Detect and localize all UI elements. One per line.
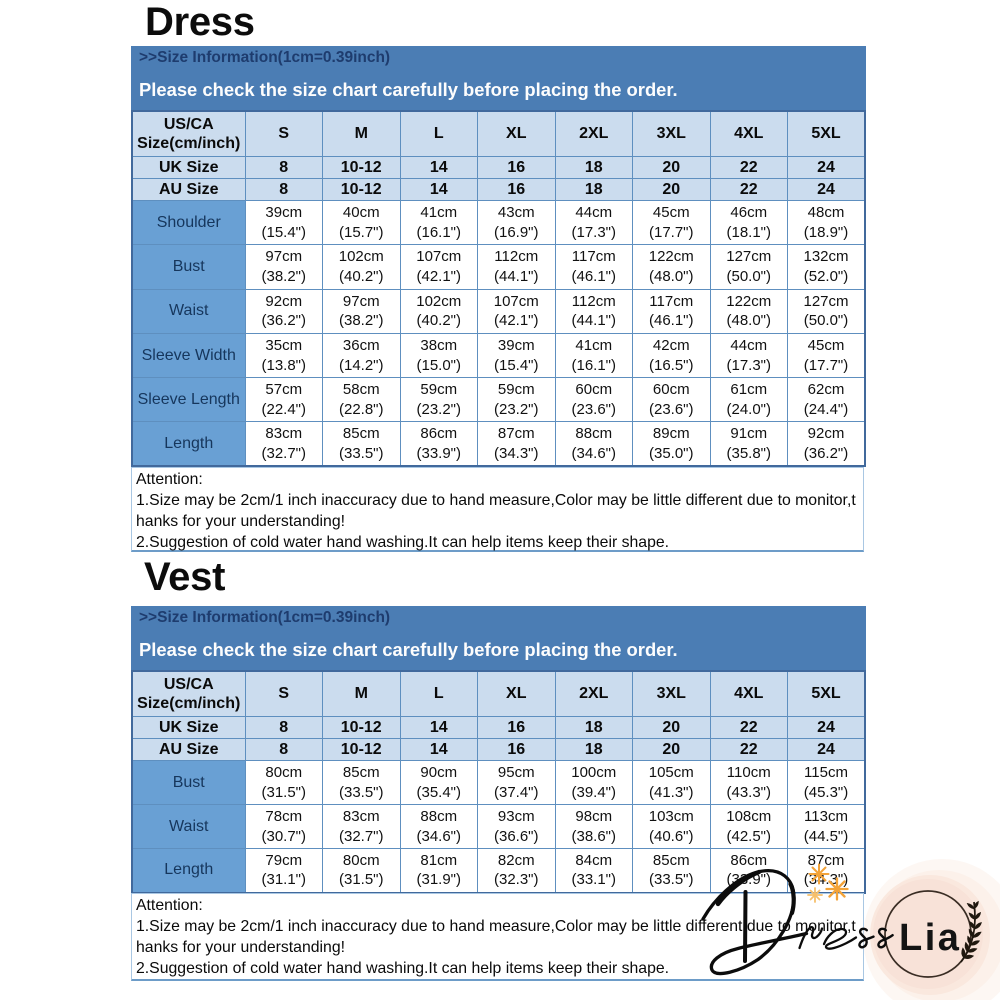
svg-text:Lia: Lia — [899, 917, 961, 959]
